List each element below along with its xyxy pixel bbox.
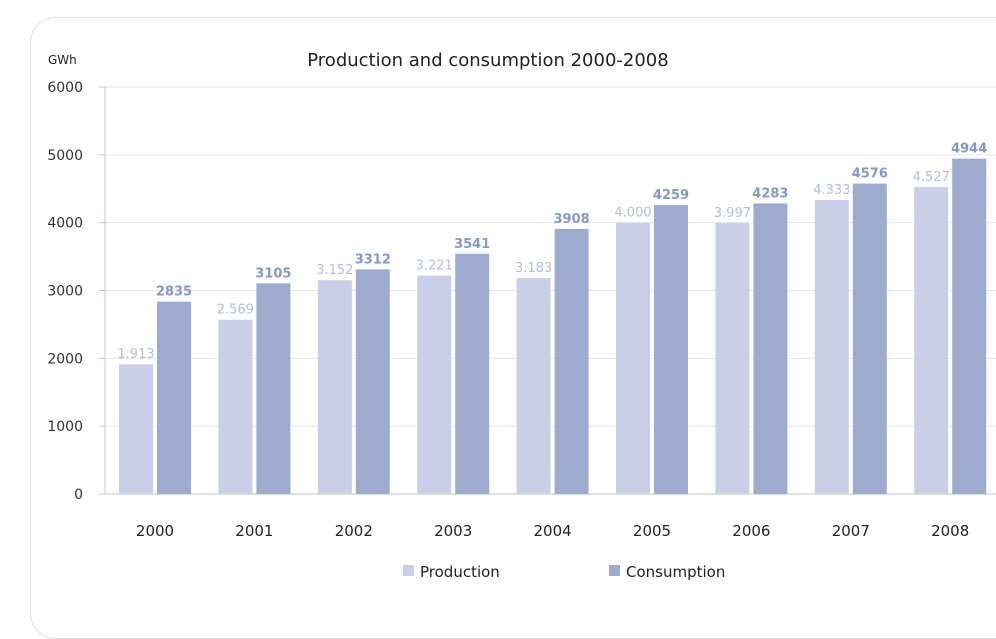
data-label-production: 2.569 [217, 303, 254, 318]
bar-production-2002 [317, 280, 352, 494]
y-tick-label: 2000 [47, 351, 83, 367]
bar-consumption-2002 [355, 269, 390, 494]
data-label-consumption: 4944 [951, 142, 987, 157]
data-label-production: 4.333 [813, 183, 850, 198]
y-tick-label: 3000 [47, 284, 83, 300]
y-tick-label: 6000 [47, 80, 83, 96]
y-tick-label: 0 [74, 487, 83, 503]
x-tick-label: 2001 [235, 522, 273, 540]
bar-production-2007 [814, 200, 849, 494]
bar-chart: Production and consumption 2000-2008 GWh… [47, 50, 996, 581]
data-label-production: 3.152 [316, 263, 353, 278]
data-label-consumption: 3105 [255, 266, 291, 281]
bar-consumption-2006 [753, 203, 788, 494]
bar-production-2008 [914, 186, 949, 494]
bar-consumption-2005 [654, 205, 688, 494]
bar-production-2000 [119, 364, 153, 494]
bars [119, 158, 987, 494]
x-tick-label: 2007 [832, 522, 870, 540]
x-axis-ticks: 2000 2001 2002 2003 2004 2005 2006 2007 2008 [136, 522, 969, 540]
y-tick-label: 5000 [47, 148, 83, 164]
x-tick-label: 2004 [534, 522, 572, 540]
data-label-production: 4.527 [913, 170, 950, 185]
bar-production-2003 [417, 275, 452, 494]
data-label-consumption: 4259 [653, 188, 689, 203]
bar-consumption-2003 [455, 253, 490, 494]
bar-consumption-2004 [554, 228, 589, 494]
x-tick-label: 2000 [136, 522, 174, 540]
data-label-consumption: 3541 [454, 237, 490, 252]
data-label-production: 3.183 [515, 261, 552, 276]
bar-consumption-2000 [157, 301, 191, 494]
y-axis-ticks: 0 1000 2000 3000 4000 5000 6000 [47, 80, 83, 503]
bar-consumption-2001 [256, 283, 291, 494]
x-tick-label: 2006 [732, 522, 770, 540]
legend-swatch-production [403, 565, 414, 576]
data-label-consumption: 3908 [554, 212, 590, 227]
chart-title: Production and consumption 2000-2008 [307, 50, 668, 71]
legend-label-consumption: Consumption [626, 563, 725, 581]
bar-consumption-2008 [952, 158, 987, 494]
data-label-consumption: 4283 [752, 186, 788, 201]
x-tick-label: 2005 [633, 522, 671, 540]
data-label-production: 1.913 [117, 347, 154, 362]
bar-production-2004 [516, 278, 551, 494]
y-tick-label: 4000 [47, 216, 83, 232]
bar-production-2001 [218, 319, 253, 494]
x-tick-label: 2008 [931, 522, 969, 540]
data-label-production: 4.000 [614, 206, 651, 221]
x-tick-label: 2003 [434, 522, 472, 540]
data-label-production: 3.221 [416, 259, 453, 274]
y-axis-unit: GWh [48, 53, 77, 67]
x-tick-label: 2002 [335, 522, 373, 540]
legend-swatch-consumption [609, 565, 620, 576]
bar-production-2005 [616, 222, 650, 494]
data-label-consumption: 4576 [852, 167, 888, 182]
data-label-consumption: 3312 [355, 252, 391, 267]
bar-consumption-2007 [852, 183, 887, 494]
legend: Production Consumption [403, 563, 725, 581]
legend-label-production: Production [420, 563, 500, 581]
y-tick-label: 1000 [47, 419, 83, 435]
bar-production-2006 [715, 222, 750, 494]
data-label-production: 3.997 [714, 206, 751, 221]
data-label-consumption: 2835 [156, 285, 192, 300]
